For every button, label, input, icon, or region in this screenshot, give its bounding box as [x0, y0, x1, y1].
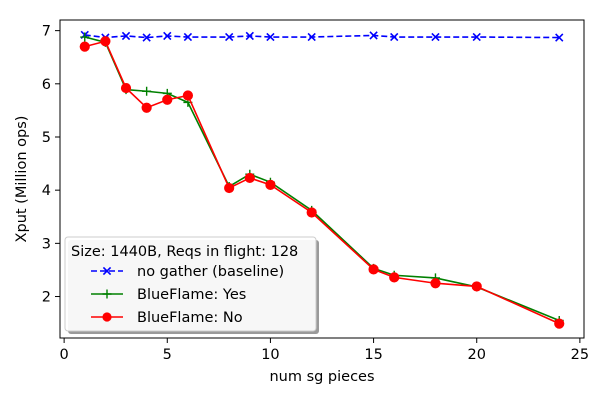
x-axis-label: num sg pieces: [269, 369, 374, 385]
series-2-point: [430, 278, 441, 289]
series-1-point: [142, 86, 152, 96]
legend-entry-0: no gather (baseline): [91, 264, 284, 280]
series-2-point: [224, 182, 235, 194]
axes-frame: [59, 19, 585, 339]
series-2-point: [79, 41, 90, 52]
series-0-point: [121, 31, 131, 41]
series-2-point: [306, 207, 317, 218]
x-tick-label: 15: [364, 347, 382, 363]
series-2-point: [162, 94, 173, 105]
y-tick-label: 4: [42, 183, 51, 199]
y-tick-label: 5: [42, 130, 51, 146]
series-0-point: [369, 31, 378, 40]
x-tick-label: 25: [571, 347, 589, 363]
series-0-point: [245, 31, 254, 41]
x-tick-label: 10: [261, 347, 279, 363]
y-tick-label: 7: [42, 24, 51, 40]
series-2-point: [368, 264, 379, 275]
legend-label-2: BlueFlame: No: [137, 310, 243, 326]
legend-entry-1: BlueFlame: Yes: [91, 287, 246, 303]
x-tick-label: 5: [163, 347, 172, 363]
y-tick-label: 2: [42, 290, 51, 306]
legend-label-1: BlueFlame: Yes: [137, 287, 246, 303]
series-0-point: [472, 32, 481, 42]
series-0-point: [266, 32, 275, 42]
series-2-point: [182, 90, 194, 101]
legend-entry-2: BlueFlame: No: [91, 310, 243, 326]
legend: Size: 1440B, Reqs in flight: 128 no gath…: [64, 236, 319, 334]
series-0-point: [163, 31, 172, 41]
series-2-point: [100, 36, 111, 47]
series-0-point: [390, 32, 399, 42]
series-2-point: [471, 281, 482, 292]
series-0-point: [307, 32, 316, 42]
legend-title: Size: 1440B, Reqs in flight: 128: [71, 244, 298, 260]
series-2-point: [554, 318, 565, 329]
series-2-point: [389, 272, 400, 283]
series-2-point: [120, 82, 132, 94]
series-1-point: [80, 32, 90, 42]
series-0-point: [224, 32, 234, 42]
series-0-point: [142, 33, 151, 42]
y-tick-label: 6: [42, 77, 51, 93]
y-axis-label: Xput (Million ops): [14, 116, 30, 243]
series-2-point: [265, 179, 276, 190]
axes: 0 5 10 15 20 25 2 3 4 5 6 7: [42, 19, 589, 363]
series-2-point: [244, 172, 255, 184]
series-2-point: [141, 102, 152, 113]
series-0-point: [555, 33, 564, 42]
x-tick-label: 20: [467, 347, 485, 363]
y-tick-label: 3: [42, 236, 51, 252]
legend-box: [64, 236, 317, 332]
series-0-point: [183, 32, 193, 42]
x-tick-label: 0: [60, 347, 69, 363]
legend-label-0: no gather (baseline): [137, 264, 284, 280]
series-0-point: [431, 32, 440, 42]
plot-area: [79, 30, 565, 329]
